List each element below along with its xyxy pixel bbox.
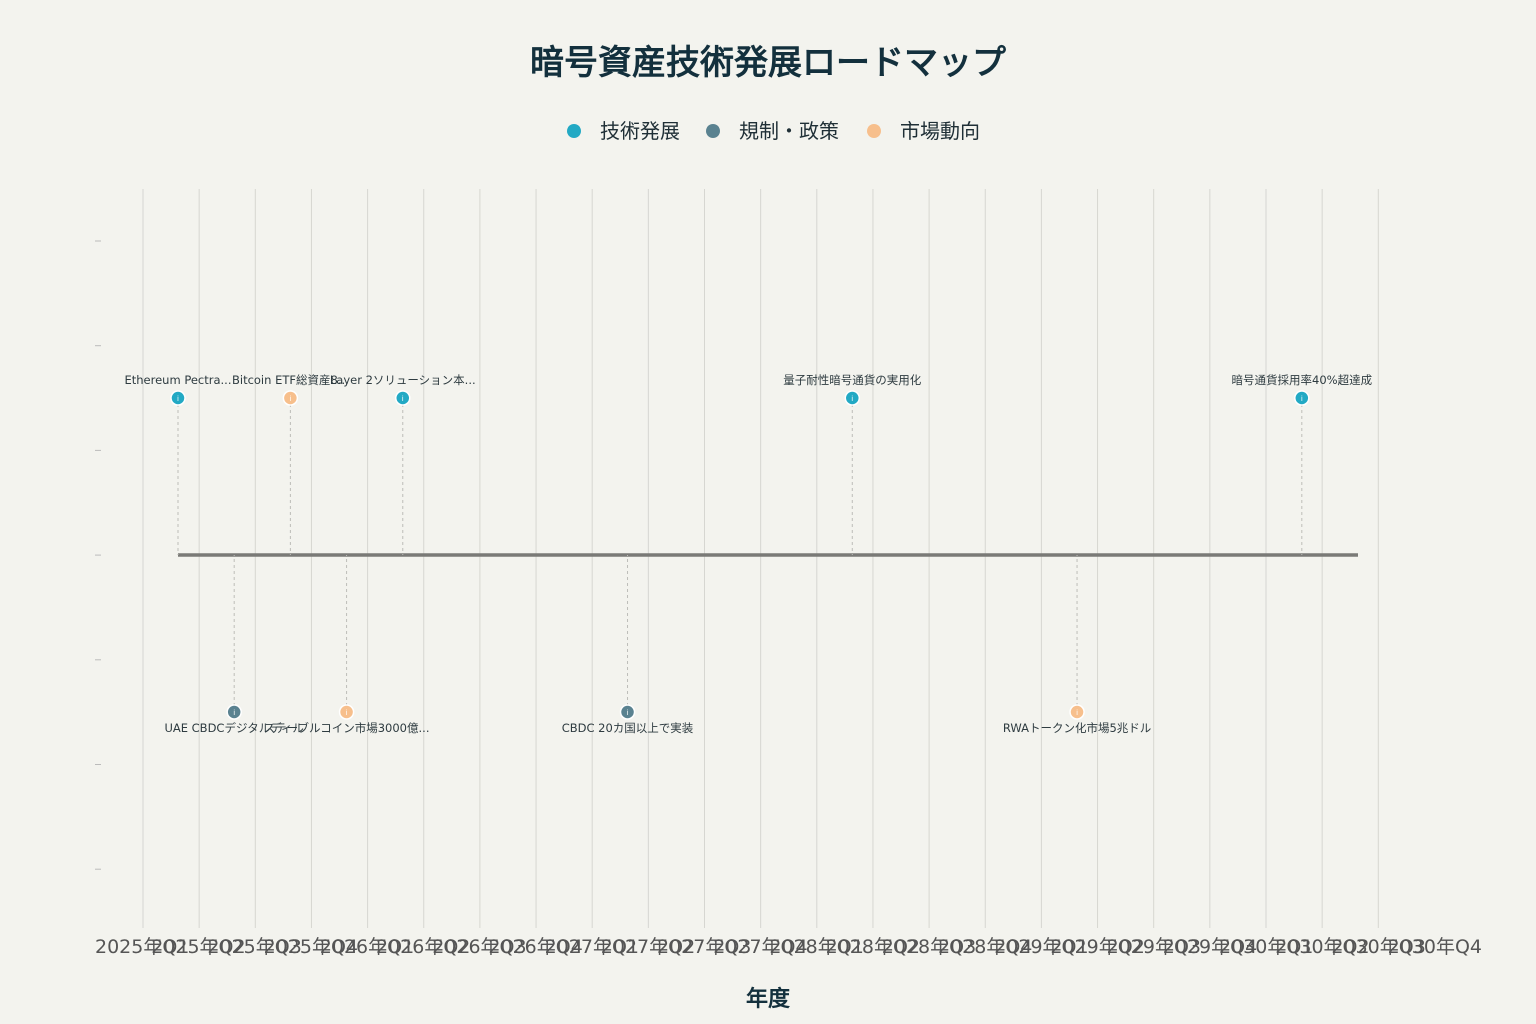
x-tick-label: 2028年Q1 bbox=[769, 936, 863, 958]
x-tick-label: 2026年Q2 bbox=[376, 936, 470, 958]
event-point[interactable] bbox=[619, 704, 636, 720]
legend-item-regulation[interactable]: 規制・政策 bbox=[706, 119, 839, 143]
event-label: Bitcoin ETF総資産8... bbox=[232, 373, 349, 387]
event-point[interactable] bbox=[170, 390, 186, 406]
event-label: 暗号通貨採用率40%超達成 bbox=[1232, 373, 1373, 387]
x-tick-label: 2027年Q1 bbox=[545, 936, 639, 958]
x-tick-label: 2030年Q3 bbox=[1331, 936, 1425, 958]
legend-label-regulation: 規制・政策 bbox=[739, 119, 839, 143]
legend: 技術発展 規制・政策 市場動向 bbox=[567, 119, 980, 143]
y-axis-ticks bbox=[95, 240, 101, 870]
event-point[interactable] bbox=[1069, 704, 1085, 720]
event-label: Layer 2ソリューション本... bbox=[330, 373, 476, 387]
legend-item-tech[interactable]: 技術発展 bbox=[567, 119, 680, 143]
x-tick-label: 2030年Q1 bbox=[1219, 936, 1313, 958]
event-label: RWAトークン化市場5兆ドル bbox=[1003, 721, 1151, 735]
x-tick-label: 2029年Q4 bbox=[1163, 936, 1257, 958]
x-tick-label: 2028年Q3 bbox=[882, 936, 976, 958]
event-label: Ethereum Pectra... bbox=[124, 373, 231, 387]
event-point[interactable] bbox=[226, 704, 242, 720]
grid-lines bbox=[142, 189, 1379, 928]
event-marker-glyph: i bbox=[177, 395, 179, 403]
x-tick-label: 2028年Q2 bbox=[826, 936, 920, 958]
x-tick-label: 2027年Q2 bbox=[601, 936, 695, 958]
x-tick-label: 2026年Q1 bbox=[320, 936, 414, 958]
event-marker-glyph: i bbox=[1301, 395, 1303, 403]
x-tick-label: 2030年Q4 bbox=[1388, 936, 1482, 958]
x-tick-label: 2028年Q4 bbox=[938, 936, 1032, 958]
x-tick-label: 2027年Q3 bbox=[657, 936, 751, 958]
event-point[interactable] bbox=[844, 390, 861, 406]
event-point[interactable] bbox=[338, 704, 355, 720]
x-tick-label: 2030年Q2 bbox=[1275, 936, 1369, 958]
x-tick-label: 2029年Q2 bbox=[1050, 936, 1144, 958]
event-label: 量子耐性暗号通貨の実用化 bbox=[783, 373, 921, 387]
event-marker-glyph: i bbox=[346, 709, 348, 717]
x-tick-label: 2029年Q1 bbox=[994, 936, 1088, 958]
x-tick-label: 2029年Q3 bbox=[1107, 936, 1201, 958]
x-tick-label: 2025年Q4 bbox=[264, 936, 358, 958]
event-marker-glyph: i bbox=[1076, 709, 1078, 717]
event-stems bbox=[177, 398, 1303, 712]
event-label: CBDC 20カ国以上で実装 bbox=[562, 721, 694, 735]
event-labels: Ethereum Pectra... Layer 2ソリューション本... 量子耐性… bbox=[124, 373, 1372, 735]
x-axis-tick-labels: 2025年Q12025年Q22025年Q32025年Q42026年Q12026年… bbox=[95, 936, 1482, 958]
x-tick-label: 2027年Q4 bbox=[713, 936, 807, 958]
event-point[interactable] bbox=[1294, 390, 1310, 406]
x-tick-label: 2025年Q3 bbox=[207, 936, 301, 958]
event-marker-glyph: i bbox=[233, 709, 235, 717]
event-marker-glyph: i bbox=[402, 395, 404, 403]
legend-label-market: 市場動向 bbox=[900, 119, 980, 143]
x-tick-label: 2025年Q2 bbox=[151, 936, 245, 958]
event-point[interactable] bbox=[282, 390, 299, 406]
event-marker-glyph: i bbox=[851, 395, 853, 403]
x-tick-label: 2026年Q4 bbox=[488, 936, 582, 958]
event-label: ステーブルコイン市場3000億... bbox=[264, 721, 430, 735]
event-marker-glyph: i bbox=[289, 395, 291, 403]
x-axis-title: 年度 bbox=[746, 986, 791, 1012]
event-point[interactable] bbox=[395, 390, 411, 406]
x-tick-label: 2026年Q3 bbox=[432, 936, 526, 958]
legend-marker-tech bbox=[567, 124, 581, 138]
legend-item-market[interactable]: 市場動向 bbox=[867, 119, 980, 143]
legend-label-tech: 技術発展 bbox=[600, 119, 680, 143]
legend-marker-regulation bbox=[706, 124, 720, 138]
event-points: i i i i i i i i i bbox=[170, 390, 1310, 720]
x-tick-label: 2025年Q1 bbox=[95, 936, 189, 958]
event-marker-glyph: i bbox=[627, 709, 629, 717]
legend-marker-market bbox=[867, 124, 881, 138]
chart-title: 暗号資産技術発展ロードマップ bbox=[530, 43, 1006, 83]
event-label: UAE CBDCデジタルディル bbox=[164, 721, 303, 735]
